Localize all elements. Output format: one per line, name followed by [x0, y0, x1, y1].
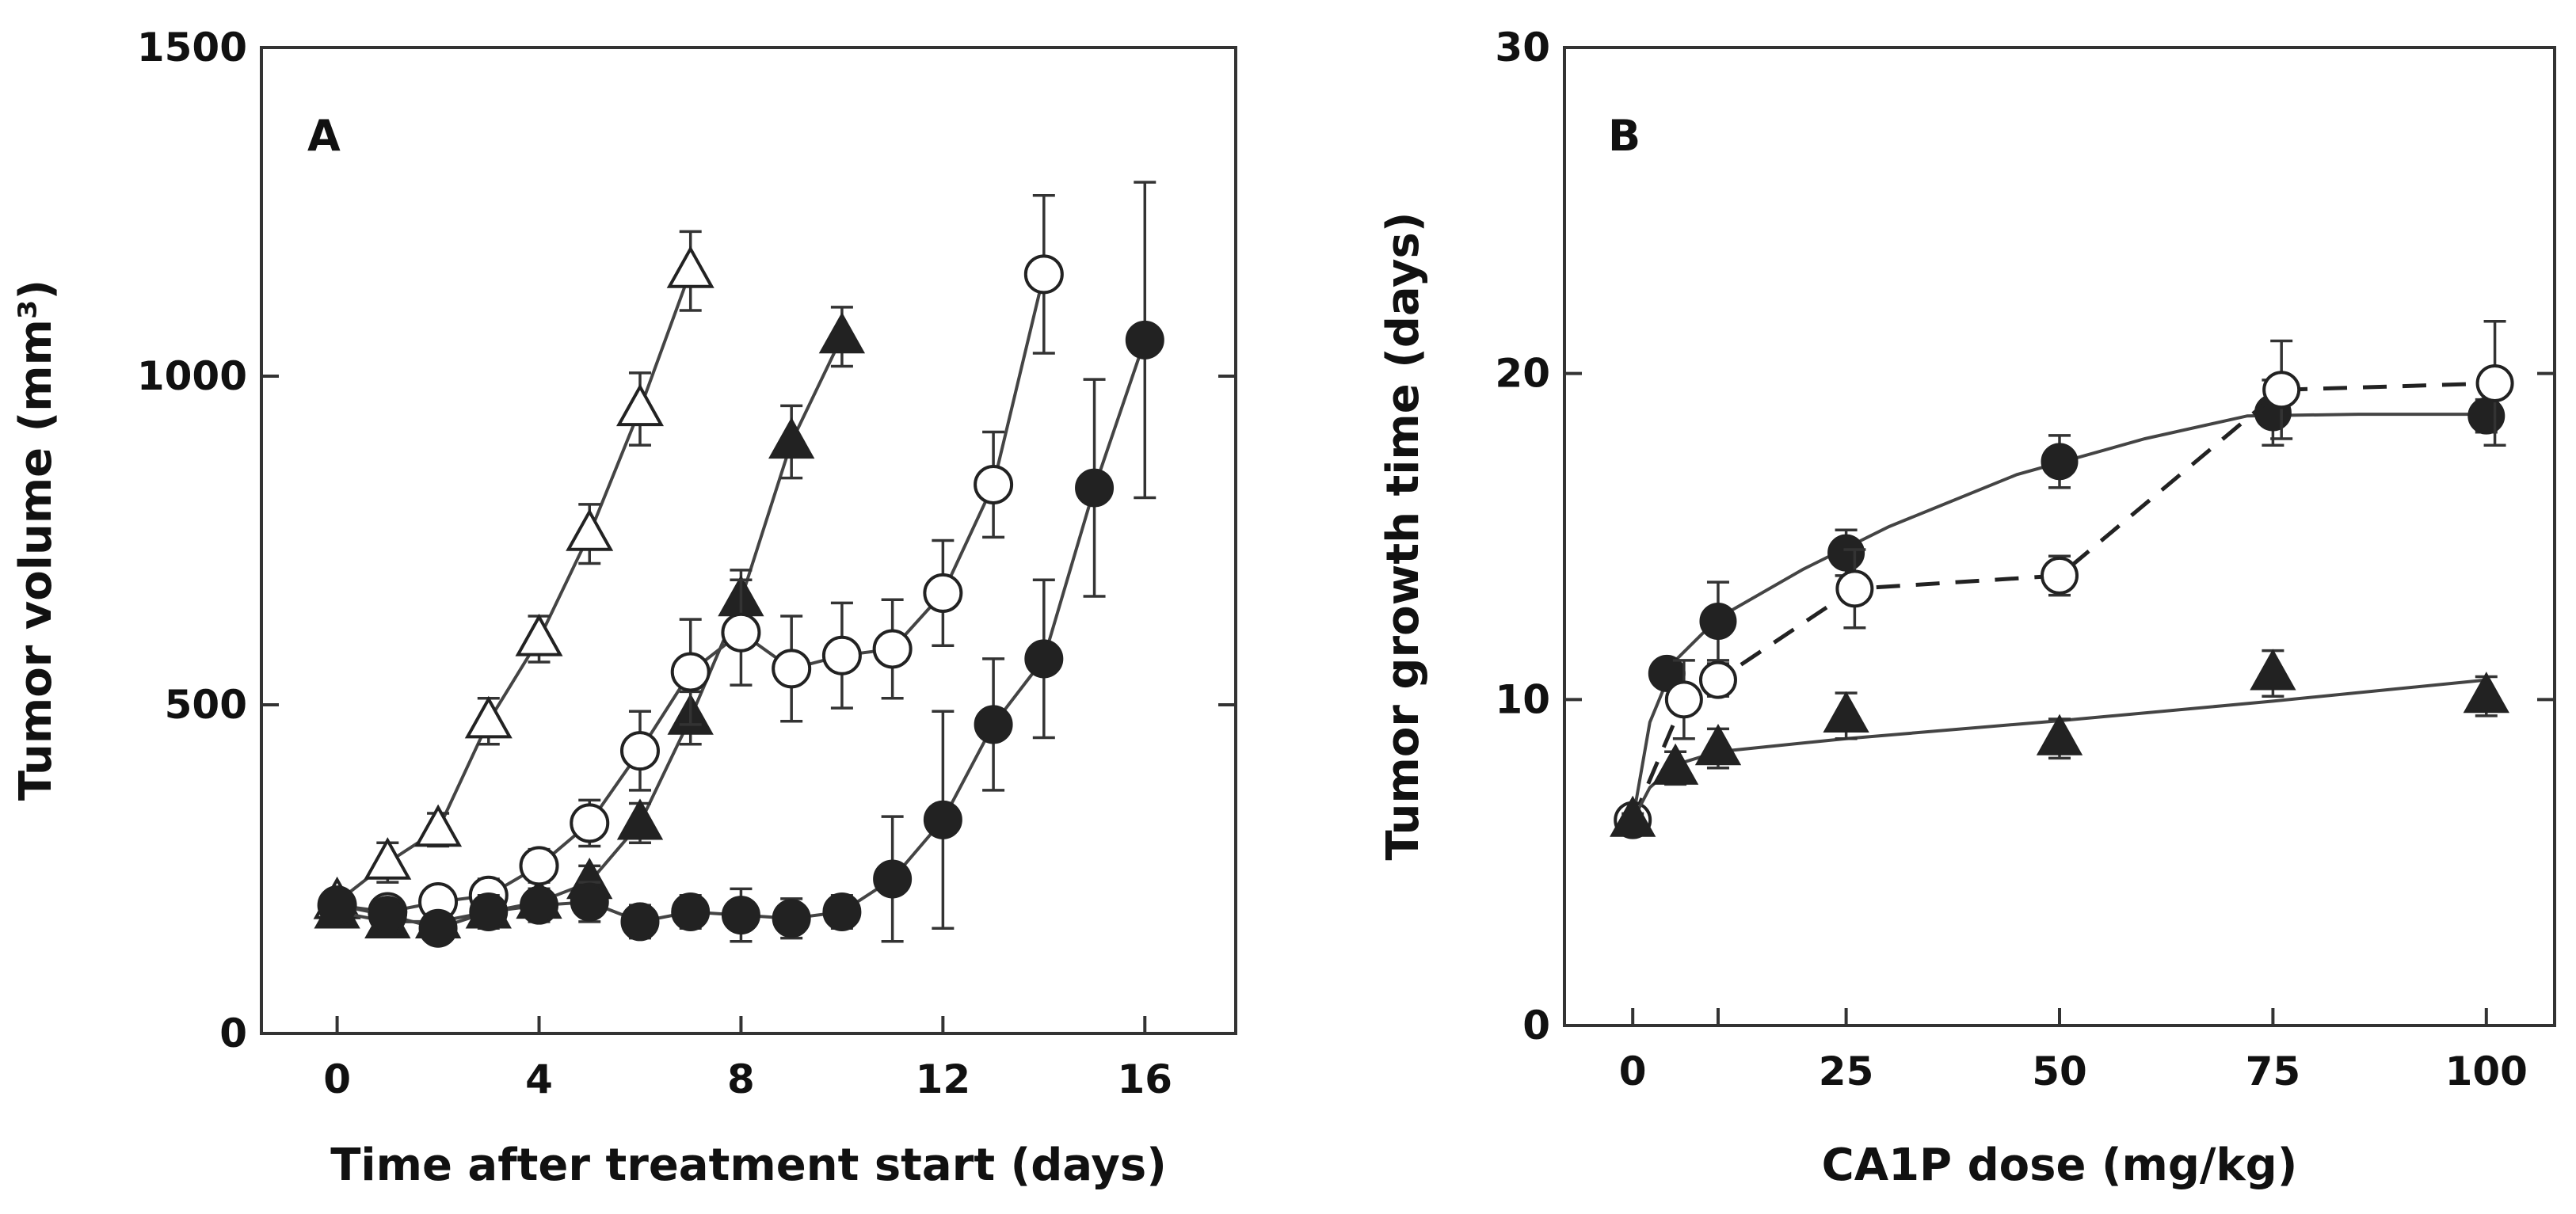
data-point-circle: [2041, 443, 2079, 481]
series-open-circles: [1614, 320, 2514, 839]
data-point-triangle: [616, 798, 664, 840]
data-point-circle: [1827, 534, 1865, 572]
y-tick-label: 500: [165, 682, 247, 728]
series-filled-triangles: [1610, 649, 2509, 837]
panel-a-frame: [260, 46, 1237, 1035]
data-point-triangle: [768, 417, 815, 459]
data-point-triangle: [2250, 649, 2296, 691]
x-tick-label: 25: [1819, 1048, 1874, 1094]
y-tick-label: 1500: [137, 25, 247, 70]
panel-b-y-axis-title: Tumor growth time (days): [1378, 212, 1429, 861]
y-tick-label: 0: [1522, 1003, 1550, 1048]
data-point-triangle: [414, 804, 463, 847]
panel-b: 0 10 20 30 0 25 50 75 100 B CA1P dose (mg/kg) Tu…: [1378, 25, 2556, 1191]
y-tick-label: 30: [1495, 25, 1550, 70]
panel-a-ticks: 0 500 1000 1500 0 4 8 12 16: [137, 25, 1236, 1102]
data-point-circle: [923, 573, 963, 613]
x-tick-label: 8: [727, 1056, 755, 1102]
data-point-circle: [671, 892, 711, 931]
data-point-circle: [923, 800, 962, 839]
data-point-triangle: [1652, 743, 1699, 785]
panel-a-y-axis-title: Tumor volume (mm³): [10, 280, 62, 801]
x-tick-label: 0: [1619, 1048, 1647, 1094]
data-point-circle: [2467, 397, 2506, 435]
data-point-circle: [974, 464, 1014, 504]
data-point-triangle: [364, 837, 412, 880]
data-point-circle: [1835, 569, 1874, 608]
data-point-circle: [520, 885, 559, 925]
x-tick-label: 50: [2032, 1048, 2087, 1094]
data-point-circle: [368, 896, 407, 935]
data-point-circle: [620, 902, 660, 942]
panel-b-label: B: [1608, 111, 1640, 161]
x-tick-label: 16: [1117, 1056, 1172, 1102]
data-point-circle: [772, 649, 812, 689]
data-point-circle: [721, 896, 760, 935]
data-point-triangle: [464, 695, 513, 739]
data-point-triangle: [566, 508, 614, 551]
data-point-circle: [1023, 254, 1064, 295]
data-point-triangle: [818, 312, 866, 354]
data-point-circle: [519, 846, 559, 886]
data-point-circle: [1024, 639, 1064, 679]
data-point-circle: [873, 859, 913, 899]
data-point-triangle: [615, 383, 665, 427]
x-tick-label: 100: [2445, 1048, 2528, 1094]
x-tick-label: 4: [525, 1056, 553, 1102]
panel-b-marks: [1610, 320, 2514, 839]
panel-b-frame: [1563, 46, 2556, 1027]
data-point-triangle: [1694, 724, 1742, 766]
data-point-triangle: [2036, 714, 2083, 755]
data-point-circle: [1075, 468, 1115, 508]
data-point-circle: [570, 803, 610, 843]
data-point-circle: [619, 731, 660, 771]
data-point-circle: [1698, 660, 1737, 699]
data-point-circle: [772, 899, 811, 938]
series-open-triangles: [313, 230, 714, 919]
data-point-circle: [1699, 603, 1737, 641]
panel-b-x-axis-title: CA1P dose (mg/kg): [1822, 1140, 2298, 1191]
series-filled-circles: [1614, 379, 2506, 839]
data-point-circle: [469, 892, 509, 931]
data-point-triangle: [515, 613, 563, 656]
data-point-triangle: [2463, 672, 2509, 714]
data-point-circle: [974, 705, 1013, 744]
data-point-circle: [318, 885, 357, 925]
data-point-circle: [2262, 371, 2301, 409]
data-point-circle: [2475, 364, 2514, 403]
data-point-circle: [872, 629, 913, 669]
data-point-triangle: [666, 245, 714, 288]
data-point-triangle: [1823, 691, 1869, 733]
data-point-circle: [822, 892, 862, 931]
data-point-triangle: [1610, 795, 1656, 837]
y-tick-label: 10: [1495, 676, 1550, 722]
data-point-circle: [821, 635, 862, 676]
panel-a: 0 500 1000 1500 0 4 8 12 16 A Time after treatme…: [10, 25, 1237, 1191]
panel-b-ticks: 0 10 20 30 0 25 50 75 100: [1495, 25, 2555, 1094]
data-point-circle: [418, 908, 458, 948]
x-tick-label: 0: [323, 1056, 351, 1102]
y-tick-label: 1000: [137, 353, 247, 399]
x-tick-label: 75: [2246, 1048, 2301, 1094]
y-tick-label: 20: [1495, 351, 1550, 397]
data-point-circle: [1664, 680, 1703, 719]
data-point-circle: [570, 882, 609, 922]
y-tick-label: 0: [219, 1010, 247, 1056]
panel-a-marks: [313, 181, 1164, 948]
data-point-circle: [2041, 556, 2079, 595]
series-filled-circles: [318, 181, 1164, 948]
x-tick-label: 12: [916, 1056, 971, 1102]
data-point-circle: [721, 612, 761, 653]
data-point-circle: [1125, 320, 1164, 360]
data-point-circle: [670, 652, 711, 692]
panel-a-label: A: [307, 111, 341, 161]
panel-a-x-axis-title: Time after treatment start (days): [330, 1140, 1167, 1191]
